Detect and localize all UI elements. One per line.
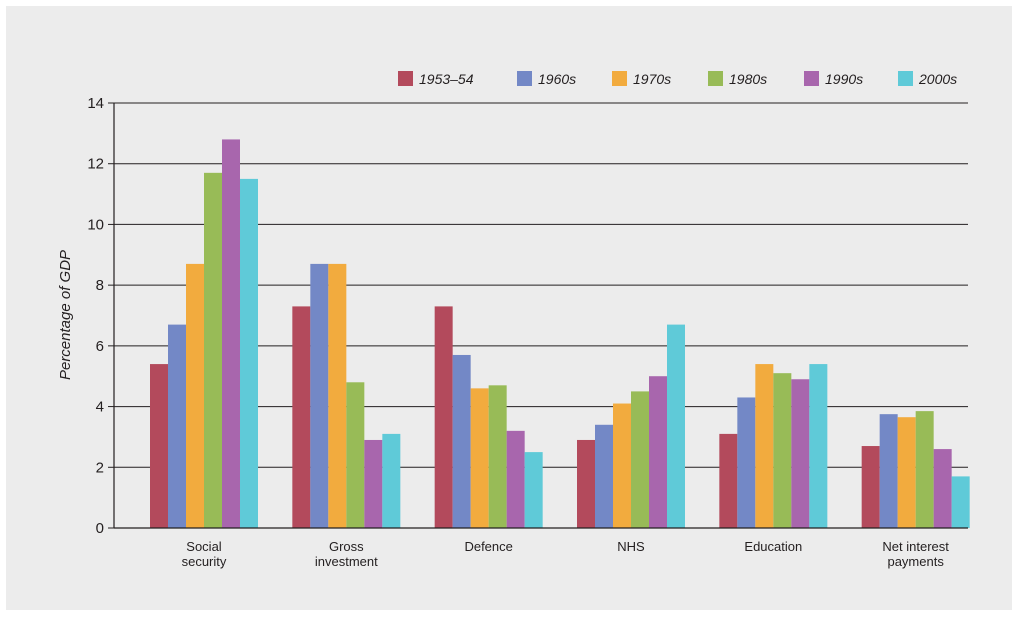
bar — [434, 306, 453, 528]
category-label: security — [182, 554, 227, 569]
bar — [452, 354, 471, 528]
bar — [755, 364, 774, 528]
bar — [470, 388, 489, 528]
legend-label: 2000s — [918, 71, 957, 87]
bar — [897, 417, 916, 528]
bar — [915, 411, 934, 528]
bar — [328, 263, 347, 528]
bar — [168, 324, 186, 528]
y-tick-label: 14 — [87, 95, 104, 112]
legend-swatch — [708, 71, 723, 86]
y-tick-label: 6 — [96, 338, 104, 355]
bar — [773, 373, 792, 528]
category-label: Net interest — [882, 539, 949, 554]
category-label: payments — [887, 554, 944, 569]
bar — [310, 263, 329, 528]
legend-swatch — [804, 71, 819, 86]
bar — [631, 391, 649, 528]
y-tick-label: 10 — [87, 216, 104, 233]
legend-swatch — [612, 71, 627, 86]
bar — [879, 414, 898, 528]
y-axis-label: Percentage of GDP — [57, 250, 74, 380]
legend-label: 1990s — [825, 71, 863, 87]
bar — [150, 364, 168, 528]
legend-swatch — [898, 71, 913, 86]
category-label: Defence — [464, 539, 512, 554]
bar — [861, 446, 880, 528]
bar — [382, 433, 401, 528]
bar — [951, 476, 970, 528]
bar — [613, 403, 631, 528]
y-tick-label: 8 — [96, 277, 104, 294]
bar — [222, 139, 240, 528]
category-label: Gross — [329, 539, 364, 554]
legend-label: 1953–54 — [419, 71, 474, 87]
bar — [809, 364, 828, 528]
bar — [204, 172, 222, 529]
bar — [524, 452, 543, 528]
bar — [364, 439, 383, 528]
bar — [488, 385, 507, 528]
y-tick-label: 4 — [96, 399, 104, 416]
bar — [506, 430, 525, 528]
axes — [113, 103, 968, 529]
bar — [240, 178, 258, 528]
category-label: Education — [744, 539, 802, 554]
bar — [667, 324, 685, 528]
category-label: Social — [186, 539, 222, 554]
legend-swatch — [517, 71, 532, 86]
bar — [719, 433, 738, 528]
y-tick-label: 2 — [96, 459, 104, 476]
bar — [186, 263, 204, 528]
category-label: investment — [315, 554, 378, 569]
y-tick-labels: 0 2 4 6 8 10 12 14 — [87, 95, 114, 537]
legend: 1953–54 1960s 1970s 1980s 1990s 2000s — [398, 71, 957, 87]
legend-label: 1980s — [729, 71, 767, 87]
category-label: NHS — [617, 539, 645, 554]
legend-swatch — [398, 71, 413, 86]
y-tick-label: 0 — [96, 520, 104, 537]
bars — [150, 139, 970, 529]
legend-label: 1960s — [538, 71, 576, 87]
bar — [791, 379, 810, 528]
bar — [577, 439, 595, 528]
legend-label: 1970s — [633, 71, 671, 87]
bar — [737, 397, 756, 528]
bar — [649, 376, 667, 528]
y-tick-label: 12 — [87, 156, 104, 173]
bar — [292, 306, 311, 528]
bar — [346, 382, 365, 528]
bar — [933, 449, 952, 528]
bar — [595, 424, 613, 528]
